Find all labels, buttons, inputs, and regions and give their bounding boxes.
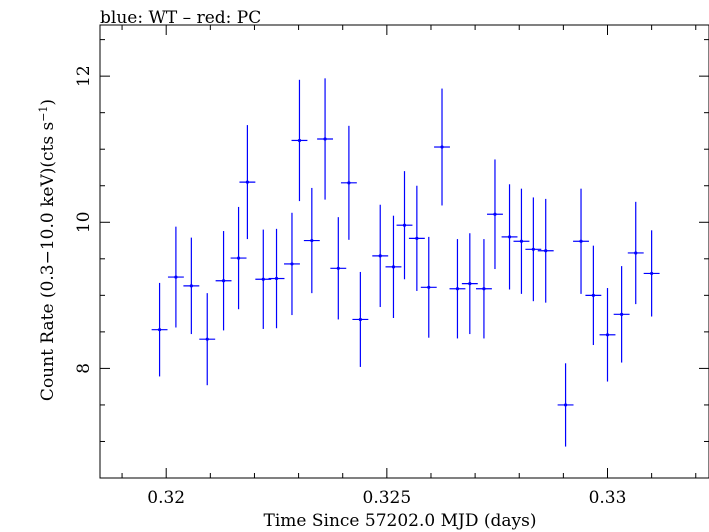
data-point (317, 78, 334, 200)
data-point (643, 230, 660, 317)
data-point (525, 197, 542, 302)
plot-frame (99, 24, 709, 479)
data-marker (378, 254, 382, 258)
data-point (284, 212, 300, 316)
data-marker (297, 138, 302, 143)
data-point (599, 288, 616, 382)
data-point (385, 215, 402, 318)
y-axis-label: Count Rate (0.3−10.0 keV)(cts s−1) (37, 99, 58, 401)
x-axis-label: Time Since 57202.0 MJD (days) (264, 511, 537, 531)
data-marker (591, 293, 595, 297)
data-marker (482, 287, 486, 291)
x-tick-label: 0.32 (147, 488, 185, 508)
data-marker (347, 181, 351, 185)
data-point (239, 125, 256, 240)
y-axis-label-superscript: −1 (37, 106, 50, 122)
x-tick-label: 0.33 (589, 488, 627, 508)
data-point (303, 187, 320, 294)
data-marker (650, 271, 654, 276)
data-marker (493, 212, 497, 216)
data-point (408, 185, 425, 291)
data-marker (205, 337, 209, 341)
data-marker (174, 275, 178, 279)
data-marker (336, 266, 340, 270)
data-point (573, 188, 589, 294)
data-point (230, 206, 247, 310)
data-marker (221, 279, 226, 283)
data-point (613, 266, 630, 363)
data-marker (634, 251, 638, 255)
x-tick-labels: 0.32 0.325 0.33 (147, 488, 626, 508)
data-marker (544, 249, 548, 253)
data-point (255, 229, 272, 329)
x-tick-label: 0.325 (363, 488, 412, 508)
data-marker (531, 247, 535, 251)
data-point (199, 293, 216, 386)
data-point (268, 228, 285, 329)
data-point (434, 88, 450, 206)
data-marker (245, 180, 249, 184)
data-marker (468, 282, 472, 286)
data-marker (236, 256, 241, 260)
data-marker (605, 333, 610, 337)
data-marker (261, 277, 265, 281)
data-marker (579, 239, 583, 243)
data-marker (391, 265, 396, 269)
data-point (167, 226, 184, 328)
data-point (215, 231, 232, 331)
data-marker (402, 223, 407, 227)
chart-title: blue: WT – red: PC (100, 8, 261, 28)
data-point (475, 239, 492, 339)
data-marker (415, 236, 419, 240)
data-marker (507, 235, 512, 239)
data-points (151, 78, 660, 447)
data-point (420, 236, 437, 338)
data-marker (427, 285, 431, 289)
data-point (513, 188, 530, 294)
data-point (461, 233, 478, 335)
data-point (151, 282, 168, 377)
y-axis-label-end: ) (38, 99, 58, 106)
data-point (585, 245, 602, 346)
data-marker (620, 312, 624, 316)
data-marker (290, 262, 294, 266)
data-point (340, 125, 357, 240)
data-point (449, 239, 466, 339)
y-tick-label: 8 (74, 363, 94, 374)
data-point (537, 198, 554, 303)
data-point (501, 184, 518, 290)
y-axis-label-main: Count Rate (0.3−10.0 keV)(cts s (38, 122, 58, 401)
data-marker (358, 317, 362, 322)
data-marker (189, 284, 193, 288)
y-tick-labels: 8 10 12 (74, 65, 94, 373)
data-point (183, 237, 200, 335)
data-marker (310, 238, 314, 243)
data-point (487, 159, 503, 270)
data-point (291, 79, 308, 202)
y-tick-label: 10 (74, 211, 94, 233)
data-point (352, 271, 369, 367)
data-marker (519, 239, 524, 243)
data-marker (563, 403, 568, 407)
data-marker (440, 145, 444, 149)
data-marker (323, 137, 327, 141)
data-point (330, 217, 347, 320)
data-marker (157, 328, 162, 332)
data-point (372, 204, 389, 308)
data-marker (455, 287, 460, 291)
data-point (396, 171, 413, 280)
data-point (627, 201, 644, 305)
data-point (557, 363, 574, 447)
y-tick-label: 12 (74, 65, 94, 87)
axis-ticks (100, 25, 709, 479)
data-marker (274, 276, 279, 281)
